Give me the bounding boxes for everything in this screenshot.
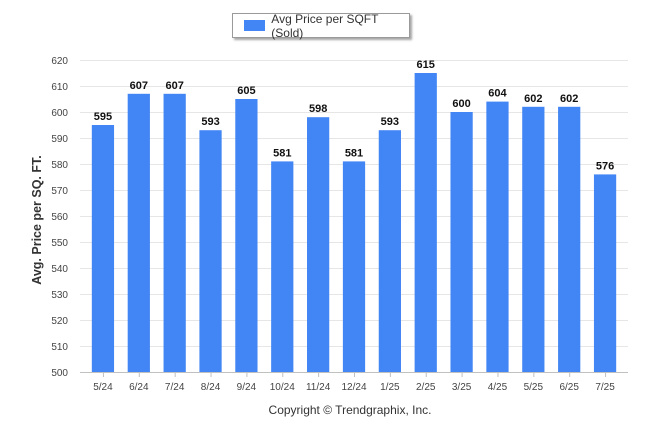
x-tick-label: 8/24 bbox=[201, 382, 221, 393]
bar bbox=[235, 99, 258, 372]
axes bbox=[80, 372, 628, 377]
bar bbox=[342, 161, 366, 372]
bar bbox=[91, 125, 115, 372]
bar bbox=[486, 101, 509, 372]
data-label: 576 bbox=[596, 160, 614, 172]
data-label: 607 bbox=[165, 80, 183, 92]
data-label: 604 bbox=[488, 88, 507, 100]
x-tick-label: 6/24 bbox=[129, 382, 149, 393]
bar bbox=[450, 112, 473, 372]
data-label: 593 bbox=[381, 116, 399, 128]
bar bbox=[414, 73, 437, 372]
x-tick-label: 9/24 bbox=[237, 382, 257, 393]
data-label: 602 bbox=[560, 93, 578, 105]
bar bbox=[127, 93, 150, 373]
y-tick-label: 620 bbox=[51, 56, 68, 67]
y-tick-label: 580 bbox=[51, 160, 68, 171]
x-tick-label: 7/24 bbox=[165, 382, 185, 393]
bar bbox=[378, 130, 401, 372]
bars bbox=[91, 73, 617, 373]
data-label: 615 bbox=[417, 59, 435, 71]
x-tick-label: 5/25 bbox=[524, 382, 544, 393]
copyright-text: Copyright © Trendgraphix, Inc. bbox=[268, 403, 432, 417]
y-tick-labels: 500 510 520 530 540 550 560 570 580 590 600 610 620 bbox=[51, 56, 68, 379]
y-tick-label: 500 bbox=[51, 368, 68, 379]
x-tick-label: 11/24 bbox=[306, 382, 331, 393]
data-label: 581 bbox=[273, 147, 291, 159]
x-tick-label: 1/25 bbox=[380, 382, 400, 393]
bar bbox=[593, 174, 617, 372]
y-tick-label: 560 bbox=[51, 212, 68, 223]
y-tick-label: 520 bbox=[51, 316, 68, 327]
bar bbox=[522, 106, 545, 373]
x-tick-label: 4/25 bbox=[488, 382, 508, 393]
y-tick-label: 510 bbox=[51, 342, 68, 353]
x-tick-label: 5/24 bbox=[93, 382, 113, 393]
y-tick-label: 590 bbox=[51, 134, 68, 145]
data-label: 602 bbox=[524, 93, 542, 105]
legend-swatch bbox=[244, 20, 266, 31]
data-label: 605 bbox=[237, 85, 255, 97]
bar bbox=[163, 93, 186, 373]
x-tick-label: 12/24 bbox=[341, 382, 366, 393]
x-tick-label: 7/25 bbox=[595, 382, 615, 393]
data-labels: 595 607 607 593 605 581 598 581 593 615 600 604 602 6… bbox=[94, 59, 614, 172]
bar bbox=[199, 130, 222, 372]
x-tick-label: 2/25 bbox=[416, 382, 436, 393]
data-label: 607 bbox=[130, 80, 148, 92]
y-tick-label: 600 bbox=[51, 108, 68, 119]
x-tick-label: 6/25 bbox=[559, 382, 579, 393]
data-label: 598 bbox=[309, 103, 327, 115]
legend[interactable]: Avg Price per SQFT (Sold) bbox=[232, 11, 410, 40]
bar bbox=[271, 161, 294, 372]
data-label: 581 bbox=[345, 147, 363, 159]
legend-label: Avg Price per SQFT (Sold) bbox=[271, 11, 379, 40]
data-label: 595 bbox=[94, 111, 112, 123]
data-label: 600 bbox=[452, 98, 470, 110]
y-axis-label: Avg. Price per SQ. FT. bbox=[30, 155, 44, 285]
bar bbox=[307, 117, 330, 372]
y-tick-label: 540 bbox=[51, 264, 68, 275]
y-tick-label: 570 bbox=[51, 186, 68, 197]
x-tick-label: 10/24 bbox=[270, 382, 295, 393]
y-tick-label: 550 bbox=[51, 238, 68, 249]
y-tick-label: 530 bbox=[51, 290, 68, 301]
y-tick-label: 610 bbox=[51, 82, 68, 93]
bar bbox=[558, 106, 581, 373]
x-tick-labels: 5/24 6/24 7/24 8/24 9/24 10/24 11/24 12/24 1/25 2… bbox=[93, 382, 615, 393]
data-label: 593 bbox=[201, 116, 219, 128]
x-tick-label: 3/25 bbox=[452, 382, 472, 393]
